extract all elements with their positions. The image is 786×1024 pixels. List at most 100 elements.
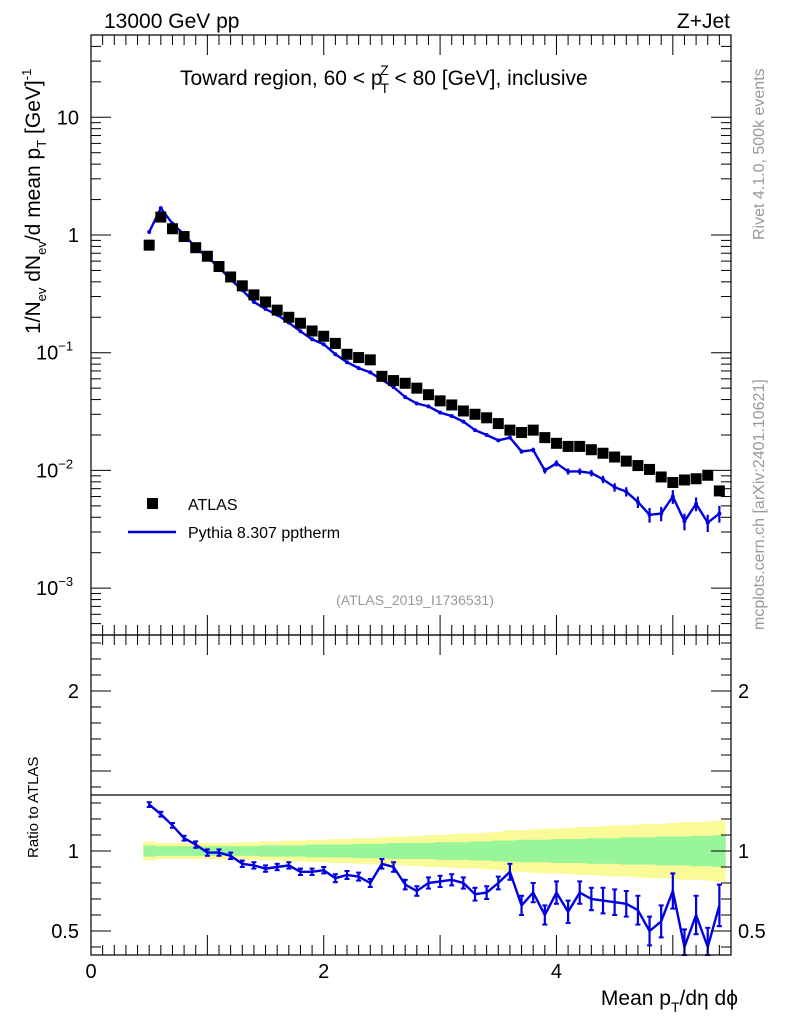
- atlas-point: [388, 375, 400, 387]
- atlas-point: [609, 451, 621, 463]
- ratio-band-inner: [283, 845, 296, 857]
- atlas-point: [644, 463, 656, 475]
- ratio-band-inner: [224, 846, 237, 856]
- ratio-band-inner: [294, 845, 307, 857]
- ratio-band-inner: [341, 844, 354, 858]
- ratio-band-inner: [620, 837, 633, 865]
- ratio-panel-frame: [90, 634, 732, 956]
- legend-label-mc: Pythia 8.307 pptherm: [188, 525, 340, 542]
- atlas-point: [492, 418, 504, 430]
- atlas-point: [236, 280, 248, 292]
- ratio-y-tick-label-left: 1: [68, 841, 79, 863]
- ratio-band-inner: [492, 840, 505, 862]
- plot-title: Toward region, 60 < pTZ < 80 [GeV], incl…: [180, 62, 588, 96]
- atlas-point: [597, 447, 609, 459]
- mc-point: [554, 461, 559, 466]
- mcplots-source-label: mcplots.cern.ch [arXiv:2401.10621]: [751, 379, 768, 630]
- atlas-point: [702, 469, 714, 481]
- ratio-band-inner: [655, 836, 668, 866]
- mc-point: [263, 307, 268, 312]
- mc-point: [333, 352, 338, 357]
- mc-point: [391, 385, 396, 390]
- mc-point: [577, 469, 582, 474]
- ratio-band-inner: [585, 838, 598, 864]
- main-x-ticks: [90, 35, 732, 635]
- atlas-point: [155, 211, 167, 223]
- atlas-point: [260, 296, 272, 308]
- mc-point: [449, 414, 454, 419]
- legend-marker-atlas: [147, 498, 158, 509]
- ratio-band-inner: [306, 844, 319, 858]
- mc-point: [426, 404, 431, 409]
- mc-point: [612, 485, 617, 490]
- ratio-band-inner: [166, 846, 179, 856]
- x-tick-label: 4: [551, 961, 562, 983]
- atlas-series: [143, 211, 725, 497]
- atlas-point: [504, 424, 516, 436]
- atlas-point: [690, 473, 702, 485]
- ratio-y-tick-label-right: 2: [738, 681, 749, 703]
- main-y-axis-label: 1/Nev dNev/d mean pT [GeV]-1: [19, 69, 49, 334]
- mc-point: [566, 469, 571, 474]
- main-y-tick-label: 10: [57, 107, 79, 129]
- mc-point: [496, 438, 501, 443]
- atlas-point: [178, 231, 190, 243]
- ratio-band-inner: [573, 839, 587, 863]
- atlas-point: [283, 311, 295, 323]
- ratio-band-inner: [701, 835, 715, 867]
- ratio-band-inner: [678, 836, 691, 866]
- ratio-band-inner: [259, 845, 272, 857]
- ratio-band-inner: [178, 846, 191, 856]
- mc-point: [310, 337, 315, 342]
- mc-point: [601, 477, 605, 482]
- mc-point: [507, 435, 512, 440]
- mc-point: [321, 342, 326, 347]
- ratio-y-axis-label: Ratio to ATLAS: [25, 757, 42, 858]
- atlas-point: [353, 352, 365, 364]
- ratio-band-inner: [364, 843, 377, 859]
- analysis-watermark: (ATLAS_2019_I1736531): [336, 592, 494, 608]
- ratio-band-inner: [643, 837, 656, 865]
- mc-point: [624, 489, 629, 494]
- mc-point: [531, 448, 536, 453]
- header-process: Z+Jet: [677, 10, 730, 33]
- atlas-point: [271, 304, 283, 316]
- atlas-point: [318, 330, 330, 342]
- atlas-point: [376, 370, 388, 382]
- atlas-point: [469, 408, 481, 420]
- ratio-band-inner: [317, 844, 331, 858]
- ratio-band-inner: [143, 845, 156, 857]
- x-axis-label: Mean pT/dη dϕ: [601, 987, 738, 1015]
- x-tick-label: 2: [318, 961, 329, 983]
- atlas-point: [411, 382, 423, 394]
- atlas-point: [481, 412, 493, 424]
- atlas-point: [329, 337, 341, 349]
- atlas-point: [620, 455, 632, 467]
- ratio-y-tick-label-right: 0.5: [738, 921, 766, 943]
- atlas-point: [516, 427, 528, 439]
- ratio-y-tick-label-left: 2: [68, 681, 79, 703]
- atlas-point: [143, 239, 155, 251]
- mc-point: [484, 433, 489, 437]
- ratio-band-inner: [376, 843, 389, 859]
- mc-point: [670, 494, 675, 499]
- ratio-band-inner: [597, 838, 610, 864]
- mc-point: [158, 206, 163, 211]
- ratio-band-inner: [550, 839, 563, 863]
- ratio-band-inner: [155, 846, 168, 856]
- legend: ATLAS Pythia 8.307 pptherm: [128, 497, 340, 542]
- atlas-point: [399, 377, 411, 389]
- mc-point: [414, 401, 419, 406]
- mc-point: [403, 395, 408, 400]
- mc-point: [647, 512, 652, 517]
- atlas-point: [248, 289, 260, 301]
- atlas-point: [655, 471, 667, 483]
- mc-point: [345, 360, 349, 365]
- ratio-band-inner: [515, 839, 528, 863]
- ratio-uncertainty-bands: [143, 820, 726, 882]
- main-panel-frame: [90, 34, 732, 636]
- ratio-y-tick-label-left: 0.5: [51, 921, 79, 943]
- atlas-point: [457, 405, 469, 417]
- atlas-point: [294, 317, 306, 329]
